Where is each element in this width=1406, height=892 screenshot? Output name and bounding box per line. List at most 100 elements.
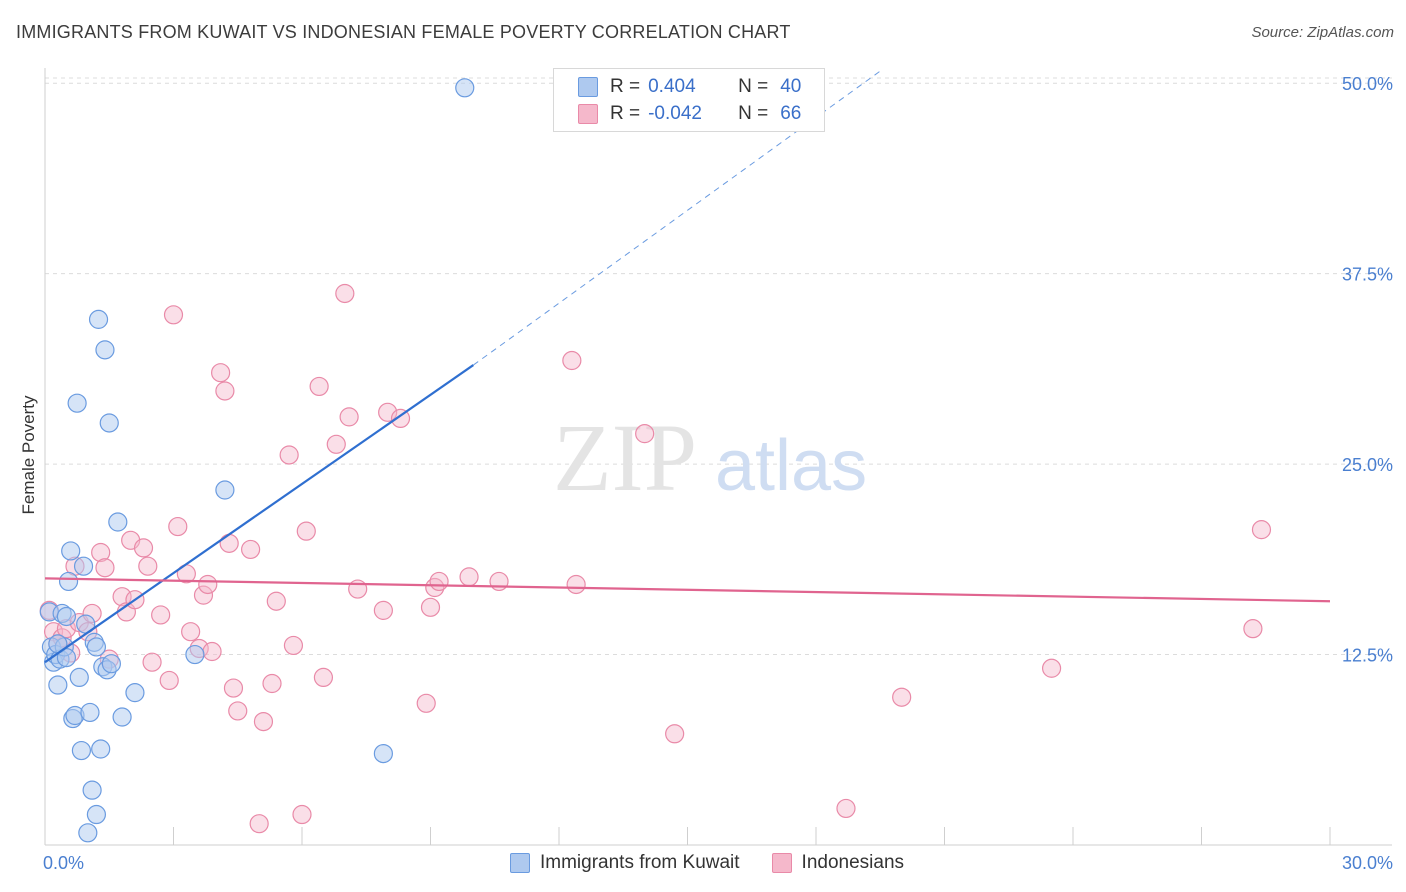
indonesians-points [39, 283, 1272, 834]
indonesians-point [215, 381, 235, 401]
legend-row-kuwait: R = 0.404 N = 40 [578, 74, 801, 100]
kuwait-point [78, 823, 98, 843]
indonesians-point [459, 567, 479, 587]
legend-n-label: N = [738, 76, 769, 97]
bottom-legend-indonesians[interactable]: Indonesians [771, 852, 905, 874]
indonesians-point [335, 283, 355, 304]
indonesians-point [309, 376, 329, 397]
x-tick-label: 0.0% [43, 853, 84, 873]
kuwait-point [86, 637, 107, 657]
indonesians-point [373, 600, 393, 620]
indonesians-point [223, 678, 244, 698]
indonesians-point [390, 408, 411, 429]
tick-labels: 12.5% 25.0% 37.5% 50.0% 0.0% 30.0% [43, 74, 1393, 873]
legend-r-label: R = [610, 76, 641, 97]
indonesians-point [429, 571, 449, 592]
indonesians-point [95, 558, 115, 578]
indonesians-point [133, 538, 154, 558]
kuwait-point [48, 675, 68, 695]
kuwait-point [112, 707, 132, 727]
indonesians-point [91, 542, 111, 563]
bottom-legend-label-indonesians: Indonesians [801, 852, 905, 873]
indonesians-point [665, 724, 685, 744]
kuwait-point [82, 780, 102, 800]
indonesians-point [159, 670, 179, 691]
y-tick-label: 37.5% [1342, 265, 1393, 285]
trend-lines [44, 70, 1331, 664]
kuwait-point [86, 804, 107, 825]
bottom-legend-swatch-blue [510, 853, 530, 873]
kuwait-point [67, 393, 87, 413]
indonesians-point [892, 687, 912, 707]
indonesians-point [151, 605, 171, 625]
indonesians-point [313, 667, 334, 688]
legend-r-label: R = [610, 103, 641, 124]
bottom-legend-label-kuwait: Immigrants from Kuwait [540, 852, 740, 873]
y-tick-label: 12.5% [1342, 646, 1393, 666]
indonesians-point [420, 597, 441, 617]
kuwait-point [58, 571, 79, 592]
indonesians-point [262, 673, 282, 694]
indonesians-point [241, 539, 261, 560]
legend-n-value: 40 [780, 76, 802, 97]
indonesians-point [326, 434, 346, 454]
kuwait-point [56, 606, 77, 627]
indonesians-point [296, 521, 316, 541]
indonesians-point [253, 711, 274, 732]
indonesians-point [1243, 619, 1263, 639]
kuwait-point [61, 541, 81, 561]
indonesians-point [562, 350, 582, 371]
bottom-legend-swatch-pink [771, 853, 792, 873]
indonesians-point [163, 305, 184, 325]
indonesians-point [283, 635, 304, 656]
y-tick-label: 50.0% [1342, 74, 1393, 94]
indonesians-point [138, 556, 158, 576]
indonesians-point [202, 641, 222, 662]
indonesians-point [228, 701, 248, 721]
kuwait-point [71, 740, 92, 761]
indonesians-point [168, 516, 188, 537]
indonesians-point [211, 363, 231, 383]
kuwait-point [373, 743, 393, 764]
grid-lines [45, 77, 1392, 656]
kuwait-point [69, 667, 89, 688]
indonesians-point [193, 585, 214, 605]
kuwait-point [101, 654, 121, 674]
source-label: Source: ZipAtlas.com [1251, 24, 1394, 41]
y-tick-label: 25.0% [1342, 455, 1393, 475]
x-tick-label: 30.0% [1342, 853, 1393, 873]
bottom-legend-kuwait[interactable]: Immigrants from Kuwait [510, 852, 740, 874]
kuwait-point [125, 683, 145, 703]
legend-swatch-blue [578, 77, 598, 97]
legend: R = 0.404 N = 40 R = -0.042 N = 66 [553, 68, 825, 132]
indonesians-trend-line [44, 577, 1331, 603]
indonesians-point [489, 571, 509, 592]
indonesians-point [292, 804, 312, 825]
indonesians-point [266, 591, 286, 611]
legend-row-indonesians: R = -0.042 N = 66 [578, 101, 801, 127]
kuwait-point [99, 413, 119, 433]
legend-n-value: 66 [780, 103, 802, 124]
indonesians-point [279, 445, 299, 465]
watermark: ZIP atlas [553, 404, 867, 511]
bottom-legend: Immigrants from Kuwait Indonesians [510, 852, 936, 874]
y-axis-label: Female Poverty [19, 395, 38, 515]
kuwait-point [91, 739, 111, 759]
legend-r-value: 0.404 [648, 76, 696, 97]
kuwait-point [455, 78, 475, 98]
axes [44, 68, 1392, 846]
indonesians-point [142, 652, 162, 672]
indonesians-point [339, 407, 359, 427]
kuwait-point [185, 644, 205, 665]
indonesians-point [1041, 658, 1062, 678]
kuwait-points [39, 78, 475, 843]
kuwait-point [73, 556, 94, 576]
kuwait-point [108, 512, 128, 532]
indonesians-point [836, 798, 856, 819]
watermark-zip: ZIP [553, 404, 697, 511]
chart-title: IMMIGRANTS FROM KUWAIT VS INDONESIAN FEM… [16, 22, 791, 42]
kuwait-point [95, 340, 115, 360]
indonesians-point [416, 693, 436, 713]
indonesians-point [181, 622, 201, 642]
